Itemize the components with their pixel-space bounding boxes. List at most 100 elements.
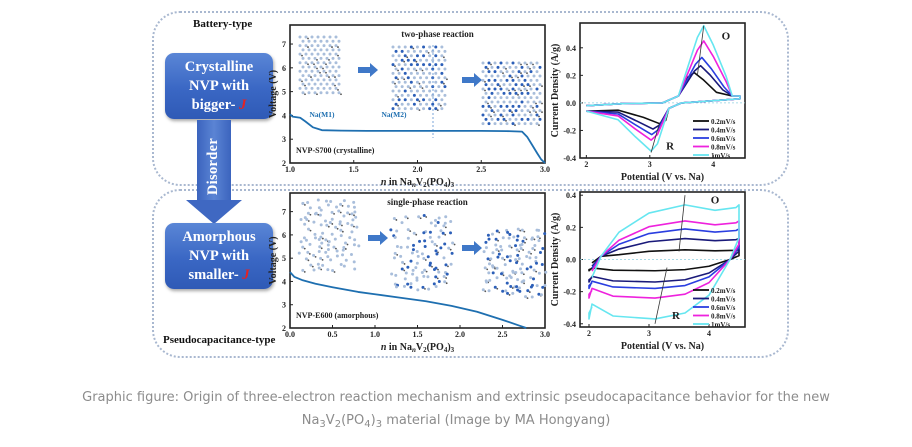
lattice-node — [511, 87, 515, 91]
lattice-node — [537, 271, 541, 275]
lattice-node — [487, 113, 491, 117]
lattice-node — [537, 239, 541, 243]
lattice-node — [415, 278, 419, 282]
lattice-node — [527, 250, 531, 254]
lattice-node — [443, 85, 447, 89]
lattice-atom — [406, 217, 409, 220]
lattice-atom — [421, 69, 424, 72]
lattice-node — [324, 238, 328, 242]
lattice-atom — [523, 230, 526, 233]
cv-curve — [588, 220, 740, 299]
lattice-node — [400, 85, 404, 89]
lattice-node — [490, 100, 494, 104]
lattice-atom — [490, 115, 492, 118]
lattice-node — [508, 100, 512, 104]
lattice-node — [532, 100, 536, 104]
lattice-node — [406, 93, 410, 97]
lattice-node — [493, 96, 497, 100]
lattice-atom — [418, 109, 421, 111]
lattice-node — [404, 271, 408, 275]
lattice-atom — [529, 85, 531, 88]
lattice-node — [517, 257, 521, 261]
lattice-node — [304, 35, 308, 39]
lattice-node — [511, 104, 515, 108]
lattice-atom — [541, 102, 543, 105]
lattice-node — [307, 227, 311, 231]
lattice-node — [499, 244, 503, 248]
lattice-node — [490, 65, 494, 69]
lattice-node — [532, 74, 536, 78]
lattice-node — [482, 250, 486, 254]
legend-label: 0.6mV/s — [711, 135, 736, 143]
lattice-atom — [396, 253, 399, 256]
lattice-node — [529, 70, 533, 74]
legend-label: 0.2mV/s — [711, 118, 736, 126]
peak-label-o: O — [722, 31, 731, 43]
lattice-node — [529, 61, 533, 65]
lattice-node — [394, 93, 398, 97]
lattice-node — [514, 65, 518, 69]
lattice-atom — [419, 217, 422, 220]
lattice-node — [403, 98, 407, 102]
lattice-node — [441, 231, 445, 235]
lattice-node — [346, 222, 350, 226]
lattice-node — [484, 100, 488, 104]
lattice-atom — [394, 65, 396, 67]
lattice-node — [307, 56, 311, 60]
lattice-node — [339, 202, 343, 206]
lattice-node — [346, 204, 350, 208]
lattice-node — [316, 61, 320, 65]
lattice-atom — [337, 89, 339, 91]
lattice-node — [397, 63, 401, 67]
lattice-node — [544, 270, 548, 274]
x-tick-label: 0.5 — [328, 330, 338, 339]
lattice-node — [505, 96, 509, 100]
lattice-node — [352, 243, 356, 247]
sample-annotation: NVP-S700 (crystalline) — [296, 146, 375, 155]
lattice-node — [406, 102, 410, 106]
lattice-atom — [397, 78, 399, 81]
lattice-node — [321, 231, 325, 235]
lattice-node — [422, 214, 426, 218]
lattice-node — [539, 293, 543, 297]
lattice-node — [487, 87, 491, 91]
lattice-node — [520, 91, 524, 95]
lattice-node — [400, 76, 404, 80]
x-axis-label: Potential (V vs. Na) — [621, 172, 704, 183]
lattice-atom — [403, 269, 406, 272]
lattice-node — [529, 122, 533, 126]
lattice-node — [415, 63, 419, 67]
lattice-node — [304, 44, 308, 48]
lattice-atom — [321, 258, 324, 261]
lattice-node — [420, 252, 424, 256]
lattice-atom — [502, 274, 505, 277]
lattice-atom — [320, 247, 323, 250]
lattice-atom — [336, 227, 339, 230]
lattice-atom — [395, 219, 398, 221]
lattice-node — [393, 251, 397, 255]
lattice-node — [304, 238, 308, 242]
lattice-atom — [519, 229, 522, 232]
lattice-node — [526, 117, 530, 121]
lattice-node — [493, 61, 497, 65]
lattice-atom — [511, 287, 514, 289]
lattice-node — [412, 231, 416, 235]
lattice-node — [422, 107, 426, 111]
lattice-node — [415, 54, 419, 58]
lattice-node — [307, 65, 311, 69]
lattice-atom — [526, 89, 528, 92]
lattice-node — [503, 263, 507, 267]
lattice-node — [322, 52, 326, 56]
lattice-atom — [424, 287, 426, 290]
pseudocapacitance-type-panel — [152, 189, 789, 358]
lattice-node — [434, 80, 438, 84]
y-tick-label: 4 — [282, 277, 286, 286]
lattice-atom — [334, 76, 336, 78]
lattice-atom — [307, 259, 310, 262]
lattice-node — [353, 267, 357, 271]
legend-label: 0.8mV/s — [711, 313, 736, 321]
lattice-node — [422, 257, 426, 261]
lattice-node — [337, 65, 341, 69]
lattice-node — [505, 113, 509, 117]
lattice-node — [428, 230, 432, 234]
